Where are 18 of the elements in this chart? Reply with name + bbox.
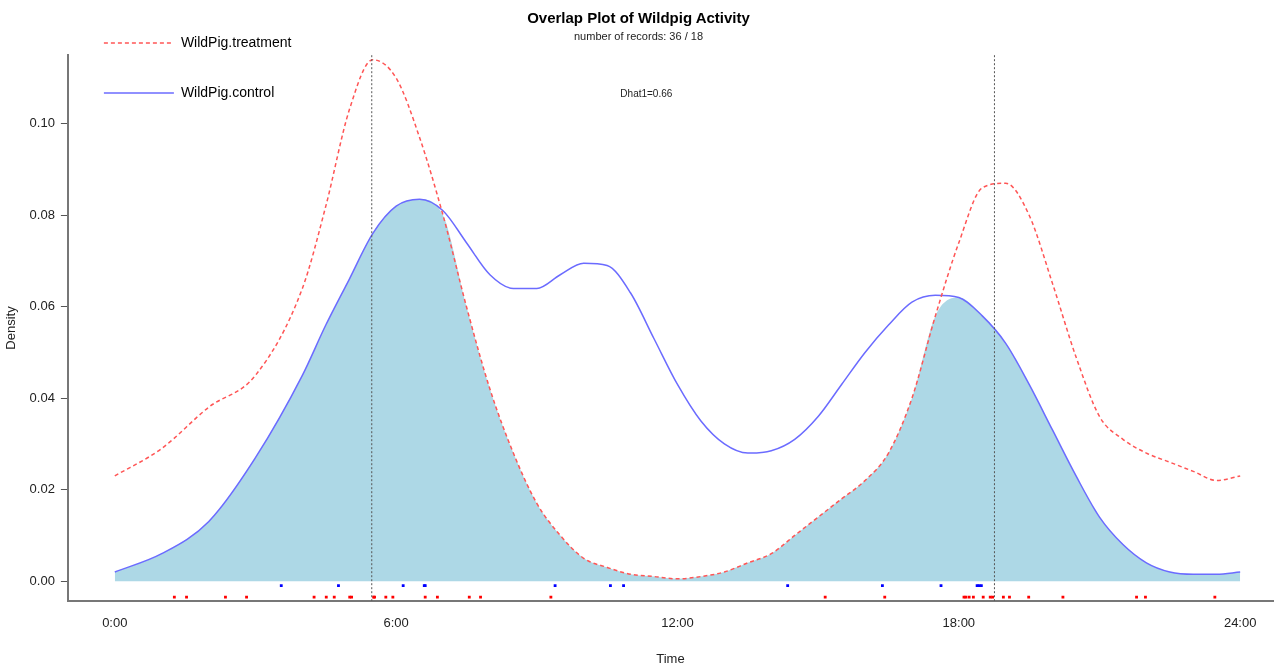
annotation: Dhat1=0.66 — [620, 88, 673, 100]
chart-title: Overlap Plot of Wildpig Activity — [527, 9, 751, 27]
x-tick-label: 6:00 — [383, 615, 409, 631]
x-tick-label: 18:00 — [942, 615, 976, 631]
y-axis-title: Density — [3, 305, 19, 350]
chart-subtitle: number of records: 36 / 18 — [573, 29, 704, 42]
x-axis-title: Time — [656, 650, 685, 666]
legend-label: WildPig.control — [180, 83, 275, 100]
y-tick-label: 0.10 — [29, 115, 55, 131]
legend-label: WildPig.treatment — [180, 33, 292, 50]
y-tick-label: 0.00 — [29, 572, 55, 588]
y-tick-label: 0.02 — [29, 481, 55, 497]
y-tick-label: 0.04 — [29, 389, 55, 405]
x-tick-label: 0:00 — [102, 615, 128, 631]
x-tick-label: 12:00 — [661, 615, 694, 631]
x-tick-label: 24:00 — [1223, 615, 1257, 631]
y-tick-label: 0.06 — [29, 298, 55, 314]
y-tick-label: 0.08 — [29, 206, 55, 222]
